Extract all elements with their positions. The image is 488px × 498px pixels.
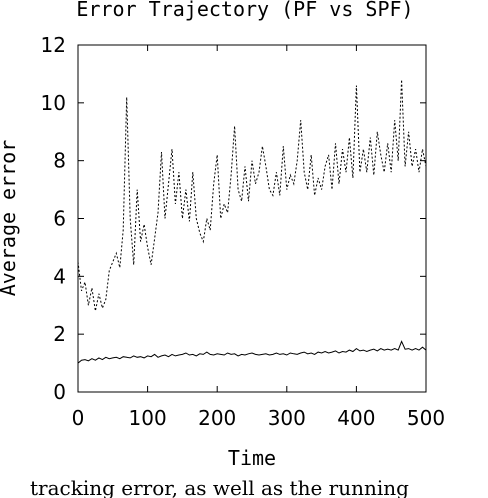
x-tick-label: 300: [268, 406, 306, 430]
x-tick-label: 100: [129, 406, 167, 430]
series-line-dashed: [77, 79, 427, 312]
y-tick-label: 8: [53, 149, 66, 173]
y-tick-label: 6: [53, 207, 66, 231]
caption-text: tracking error, as well as the running: [30, 478, 409, 498]
series-group: [77, 79, 427, 364]
x-tick-label: 0: [72, 406, 85, 430]
y-tick-label: 12: [41, 33, 66, 57]
x-tick-label: 500: [407, 406, 445, 430]
chart-title: Error Trajectory (PF vs SPF): [76, 0, 413, 21]
x-tick-label: 200: [198, 406, 236, 430]
y-tick-label: 2: [53, 322, 66, 346]
tick-group: 0 100 200 300 400 500 0 2 4 6 8 10 12: [41, 33, 446, 430]
x-axis-label: Time: [228, 446, 276, 470]
y-axis-label: Average error: [0, 140, 20, 297]
y-tick-label: 10: [41, 91, 66, 115]
y-tick-label: 0: [53, 380, 66, 404]
chart: Error Trajectory (PF vs SPF) Average err…: [0, 0, 446, 470]
series-line-solid: [77, 340, 427, 364]
plot-frame: [77, 44, 427, 393]
x-tick-label: 400: [337, 406, 375, 430]
y-tick-label: 4: [53, 264, 66, 288]
